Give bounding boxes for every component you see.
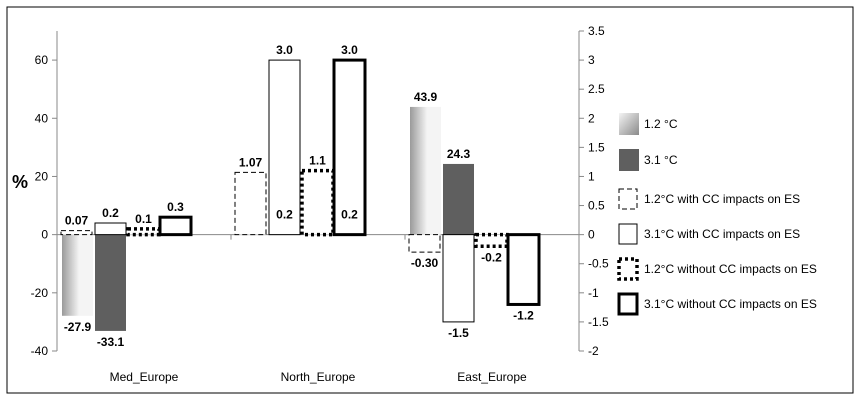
data-label: -27.9 — [64, 320, 92, 334]
bar-dashed-thin-East_Europe — [408, 234, 441, 253]
data-label: 0.2 — [341, 208, 358, 222]
bar-gradient-light-East_Europe — [410, 106, 441, 235]
legend-label: 3.1 °C — [644, 153, 678, 167]
right-tick-label: -2 — [588, 344, 599, 358]
data-label: 43.9 — [414, 90, 438, 104]
bar-gradient-light-Med_Europe — [62, 234, 93, 316]
bar-solid-thin-North_Europe — [268, 59, 301, 236]
left-tick-label: 20 — [35, 169, 49, 183]
y-axis-label: % — [12, 172, 28, 192]
bar-dashed-thin-Med_Europe — [60, 230, 93, 236]
data-label: 0.3 — [167, 200, 184, 214]
bar-dotted-thick-North_Europe — [300, 168, 335, 237]
data-label: 1.07 — [239, 155, 263, 169]
legend-label: 3.1°C without CC impacts on ES — [644, 297, 817, 311]
data-label: -33.1 — [97, 335, 125, 349]
left-tick-label: -40 — [31, 344, 49, 358]
data-label: 3.0 — [341, 43, 358, 57]
bar-dotted-thick-Med_Europe — [126, 227, 161, 237]
right-tick-label: -1 — [588, 286, 599, 300]
data-label: 0.1 — [135, 212, 152, 226]
legend-swatch — [618, 223, 638, 245]
right-tick-label: 3 — [588, 53, 595, 67]
bar-dotted-thick-East_Europe — [474, 232, 509, 249]
right-tick-label: -1.5 — [588, 315, 609, 329]
bar-solid-thick-East_Europe — [506, 233, 541, 306]
data-label: 0.2 — [102, 206, 119, 220]
data-label: -0.2 — [481, 250, 502, 264]
legend-label: 1.2°C without CC impacts on ES — [644, 262, 817, 276]
data-label: 1.1 — [309, 154, 326, 168]
data-label: 0.2 — [276, 208, 293, 222]
category-label: East_Europe — [457, 370, 527, 384]
legend-label: 1.2 °C — [644, 117, 678, 131]
left-tick-label: 0 — [41, 228, 48, 242]
right-tick-label: 0 — [588, 228, 595, 242]
data-label: -1.2 — [513, 308, 534, 322]
legend-swatch — [617, 257, 639, 281]
data-label: 0.07 — [65, 214, 89, 228]
bar-solid-thick-North_Europe — [332, 58, 367, 237]
bar-solid-thick-Med_Europe — [158, 215, 193, 237]
legend-label: 1.2°C with CC impacts on ES — [644, 192, 800, 206]
data-label: 3.0 — [276, 43, 293, 57]
data-label: 24.3 — [447, 147, 471, 161]
left-tick-label: 60 — [35, 53, 49, 67]
data-label: -1.5 — [448, 326, 469, 340]
legend-label: 3.1°C with CC impacts on ES — [644, 227, 800, 241]
right-tick-label: 1.5 — [588, 140, 605, 154]
left-tick-label: 40 — [35, 111, 49, 125]
left-tick-label: -20 — [31, 286, 49, 300]
data-label: -0.30 — [411, 256, 439, 270]
right-tick-label: 3.5 — [588, 24, 605, 38]
right-tick-label: 0.5 — [588, 199, 605, 213]
legend-swatch — [617, 292, 639, 316]
bar-solid-thin-East_Europe — [442, 234, 475, 323]
bar-solid-thin-Med_Europe — [94, 222, 127, 236]
bar-dashed-thin-North_Europe — [234, 171, 267, 236]
category-label: Med_Europe — [110, 370, 179, 384]
right-tick-label: 2 — [588, 111, 595, 125]
category-label: North_Europe — [281, 370, 356, 384]
right-tick-label: 1 — [588, 169, 595, 183]
legend-swatch — [619, 113, 639, 135]
legend-swatch — [618, 188, 638, 210]
right-tick-label: -0.5 — [588, 257, 609, 271]
bar-solid-dark-Med_Europe — [95, 234, 126, 331]
legend-swatch — [619, 149, 639, 171]
bar-solid-dark-East_Europe — [443, 163, 474, 235]
right-tick-label: 2.5 — [588, 82, 605, 96]
